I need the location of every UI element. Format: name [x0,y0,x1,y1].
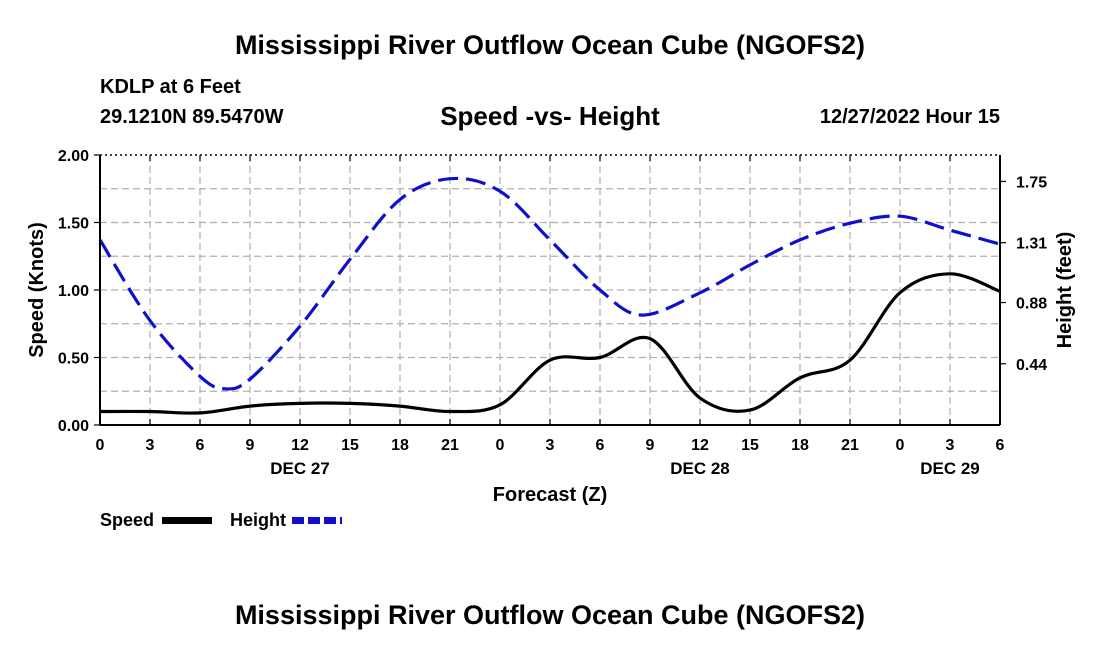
y2-tick-label: 1.75 [1016,174,1047,191]
y-tick-label: 0.00 [58,418,89,435]
x-tick-label: 0 [96,437,105,454]
series-layer [98,176,1001,415]
x-tick-label: 15 [341,437,359,454]
x-tick-label: 21 [441,437,459,454]
x-tick-label: 9 [646,437,655,454]
page-title: Mississippi River Outflow Ocean Cube (NG… [234,30,866,60]
x-tick-label: 15 [741,437,759,454]
x-tick-label: 21 [841,437,859,454]
x-tick-label: 12 [291,437,309,454]
x-tick-label: 12 [691,437,709,454]
x-tick-label: 3 [146,437,155,454]
x-tick-label: 18 [391,437,409,454]
chart-title: Speed -vs- Height [440,101,660,131]
grid [100,155,1000,425]
y-tick-label: 1.00 [58,283,89,300]
x-tick-label: 9 [246,437,255,454]
timestamp-label: 12/27/2022 Hour 15 [819,106,1000,128]
x-tick-label: 18 [791,437,809,454]
x-tick-label: 6 [996,437,1005,454]
x-tick-label: 3 [546,437,555,454]
y2-tick-label: 0.88 [1016,296,1047,313]
footer-title: Mississippi River Outflow Ocean Cube (NG… [234,600,866,630]
station-label: KDLP at 6 Feet [100,76,241,98]
y-axis-title: Speed (Knots) [26,222,48,358]
y2-tick-label: 0.44 [1016,357,1047,374]
series-line-height [98,176,1001,391]
y2-axis-title: Height (feet) [1054,232,1076,349]
axes: 0 3 6 9 12 15 18 21 0 3 6 9 12 15 18 21 0 3 6 0.00 0.50 1.00 1… [58,148,1047,478]
series-line-speed [99,272,1001,415]
x-tick-label: 3 [946,437,955,454]
y-tick-label: 0.50 [58,351,89,368]
x-tick-label: 6 [596,437,605,454]
legend-height-swatch [292,517,342,524]
legend-height-label: Height [230,510,286,530]
legend-speed-label: Speed [100,510,155,530]
legend-speed-swatch [162,517,212,524]
date-label: DEC 28 [670,459,730,478]
x-axis-title: Forecast (Z) [493,484,607,506]
coordinates-label: 29.1210N 89.5470W [100,106,284,128]
x-tick-label: 6 [196,437,205,454]
date-label: DEC 27 [270,459,330,478]
y-tick-label: 2.00 [58,148,89,165]
y2-tick-label: 1.31 [1016,236,1047,253]
date-label: DEC 29 [920,459,980,478]
x-tick-label: 0 [496,437,505,454]
y-tick-label: 1.50 [58,216,89,233]
x-tick-label: 0 [896,437,905,454]
